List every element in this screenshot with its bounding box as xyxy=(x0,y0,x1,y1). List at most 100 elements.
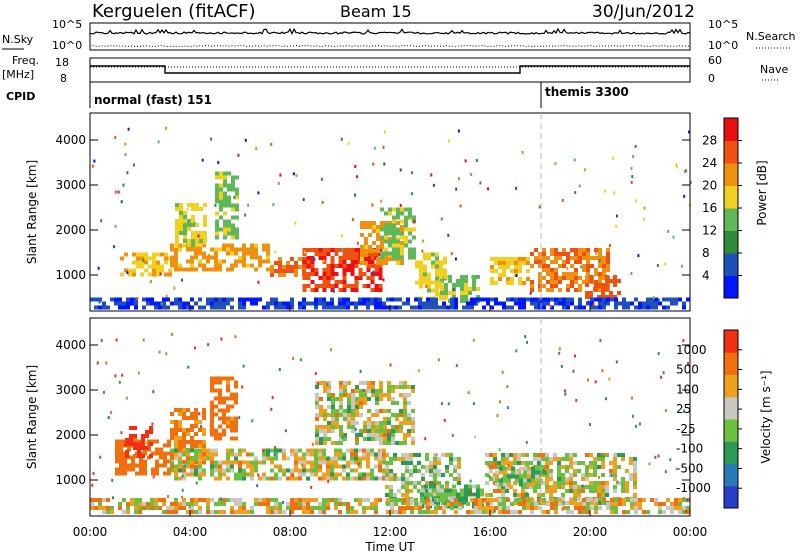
heatmap-cell-10 xyxy=(182,506,186,510)
heatmap-speckle xyxy=(181,488,184,492)
heatmap-cell-11 xyxy=(554,272,558,276)
heatmap-cell-12 xyxy=(605,295,609,299)
heatmap-cell-5 xyxy=(379,421,383,425)
heatmap-cell-3 xyxy=(222,416,226,421)
heatmap-cell-9 xyxy=(535,482,539,487)
heatmap-cell-11 xyxy=(534,256,538,260)
heatmap-cell-10 xyxy=(294,506,298,510)
heatmap-cell-5 xyxy=(319,405,323,409)
heatmap-cell-10 xyxy=(274,506,278,510)
heatmap-cell-5 xyxy=(314,288,319,292)
heatmap-cell-5 xyxy=(391,429,395,433)
heatmap-cell-4 xyxy=(314,472,318,477)
heatmap-cell-4 xyxy=(206,456,210,461)
heatmap-cell-7 xyxy=(448,492,452,497)
heatmap-cell-11 xyxy=(550,284,554,288)
heatmap-cell-12 xyxy=(609,291,613,295)
heatmap-cell-6 xyxy=(429,493,433,497)
heatmap-cell-11 xyxy=(594,272,598,276)
heatmap-cell-13 xyxy=(310,301,314,306)
heatmap-cell-5 xyxy=(403,397,407,401)
heatmap-cell-3 xyxy=(218,432,222,437)
heatmap-cell-3 xyxy=(218,436,222,441)
heatmap-cell-8 xyxy=(557,481,561,485)
heatmap-cell-5 xyxy=(383,421,387,425)
heatmap-speckle xyxy=(432,183,435,187)
heatmap-cell-1 xyxy=(145,434,149,438)
heatmap-cell-8 xyxy=(517,461,521,465)
heatmap-cell-8 xyxy=(593,489,597,493)
heatmap-cell-5 xyxy=(355,441,359,445)
heatmap-cell-13 xyxy=(610,297,614,302)
heatmap-cell-10 xyxy=(266,506,270,510)
heatmap-cell-0 xyxy=(155,451,159,456)
heatmap-cell-1 xyxy=(170,243,174,248)
heatmap-cell-5 xyxy=(403,381,407,385)
heatmap-cell-6 xyxy=(380,261,384,265)
heatmap-cell-7 xyxy=(412,215,416,220)
heatmap-cell-6 xyxy=(413,481,417,485)
heatmap-cell-8 xyxy=(537,453,541,457)
heatmap-cell-5 xyxy=(302,272,307,276)
heatmap-cell-1 xyxy=(170,263,174,268)
heatmap-cell-13 xyxy=(114,297,118,302)
heatmap-cell-5 xyxy=(315,385,319,389)
heatmap-cell-0 xyxy=(155,471,159,476)
heatmap-cell-8 xyxy=(427,252,431,257)
heatmap-cell-10 xyxy=(518,277,522,281)
heatmap-cell-1 xyxy=(258,259,262,264)
heatmap-cell-5 xyxy=(323,441,327,445)
heatmap-cell-10 xyxy=(94,498,98,502)
heatmap-cell-8 xyxy=(561,485,565,489)
heatmap-cell-13 xyxy=(434,305,438,310)
heatmap-cell-5 xyxy=(331,421,335,425)
heatmap-speckle xyxy=(257,191,260,195)
heatmap-cell-10 xyxy=(614,502,618,506)
heatmap-cell-13 xyxy=(438,305,442,310)
heatmap-cell-6 xyxy=(457,477,461,481)
heatmap-cell-7 xyxy=(480,488,484,493)
heatmap-cell-11 xyxy=(558,256,562,260)
heatmap-cell-5 xyxy=(334,252,339,256)
heatmap-cell-13 xyxy=(654,301,658,306)
heatmap-cell-7 xyxy=(408,239,412,244)
heatmap-cell-0 xyxy=(132,272,136,277)
heatmap-cell-6 xyxy=(429,485,433,489)
heatmap-cell-10 xyxy=(294,502,298,506)
heatmap-cell-10 xyxy=(554,510,558,514)
heatmap-cell-10 xyxy=(206,502,210,506)
heatmap-cell-5 xyxy=(383,425,387,429)
heatmap-cell-4 xyxy=(306,476,310,481)
heatmap-cell-10 xyxy=(426,510,430,514)
heatmap-cell-6 xyxy=(380,225,384,229)
power-ylabel: Slant Range [km] xyxy=(25,160,39,264)
heatmap-cell-1 xyxy=(141,454,145,458)
heatmap-cell-10 xyxy=(522,502,526,506)
heatmap-cell-10 xyxy=(674,502,678,506)
heatmap-cell-7 xyxy=(408,227,412,232)
heatmap-cell-1 xyxy=(194,251,198,256)
heatmap-cell-10 xyxy=(490,277,494,281)
heatmap-cell-10 xyxy=(126,502,130,506)
heatmap-cell-6 xyxy=(433,469,437,473)
heatmap-cell-4 xyxy=(382,448,386,453)
heatmap-cell-1 xyxy=(133,454,137,458)
heatmap-cell-8 xyxy=(501,453,505,457)
heatmap-cell-8 xyxy=(613,465,617,469)
heatmap-cell-13 xyxy=(398,297,402,302)
heatmap-cell-10 xyxy=(638,498,642,502)
heatmap-cell-1 xyxy=(210,267,214,272)
heatmap-cell-11 xyxy=(558,288,562,292)
heatmap-speckle xyxy=(255,147,258,151)
heatmap-cell-7 xyxy=(424,492,428,497)
heatmap-cell-2 xyxy=(187,243,191,247)
heatmap-cell-6 xyxy=(385,485,389,489)
heatmap-cell-13 xyxy=(370,297,374,302)
heatmap-cell-0 xyxy=(155,467,159,472)
heatmap-cell-3 xyxy=(215,231,219,236)
heatmap-cell-13 xyxy=(314,305,318,310)
heatmap-speckle xyxy=(440,402,443,406)
heatmap-speckle xyxy=(193,346,196,350)
heatmap-cell-5 xyxy=(351,393,355,397)
heatmap-cell-1 xyxy=(198,263,202,268)
